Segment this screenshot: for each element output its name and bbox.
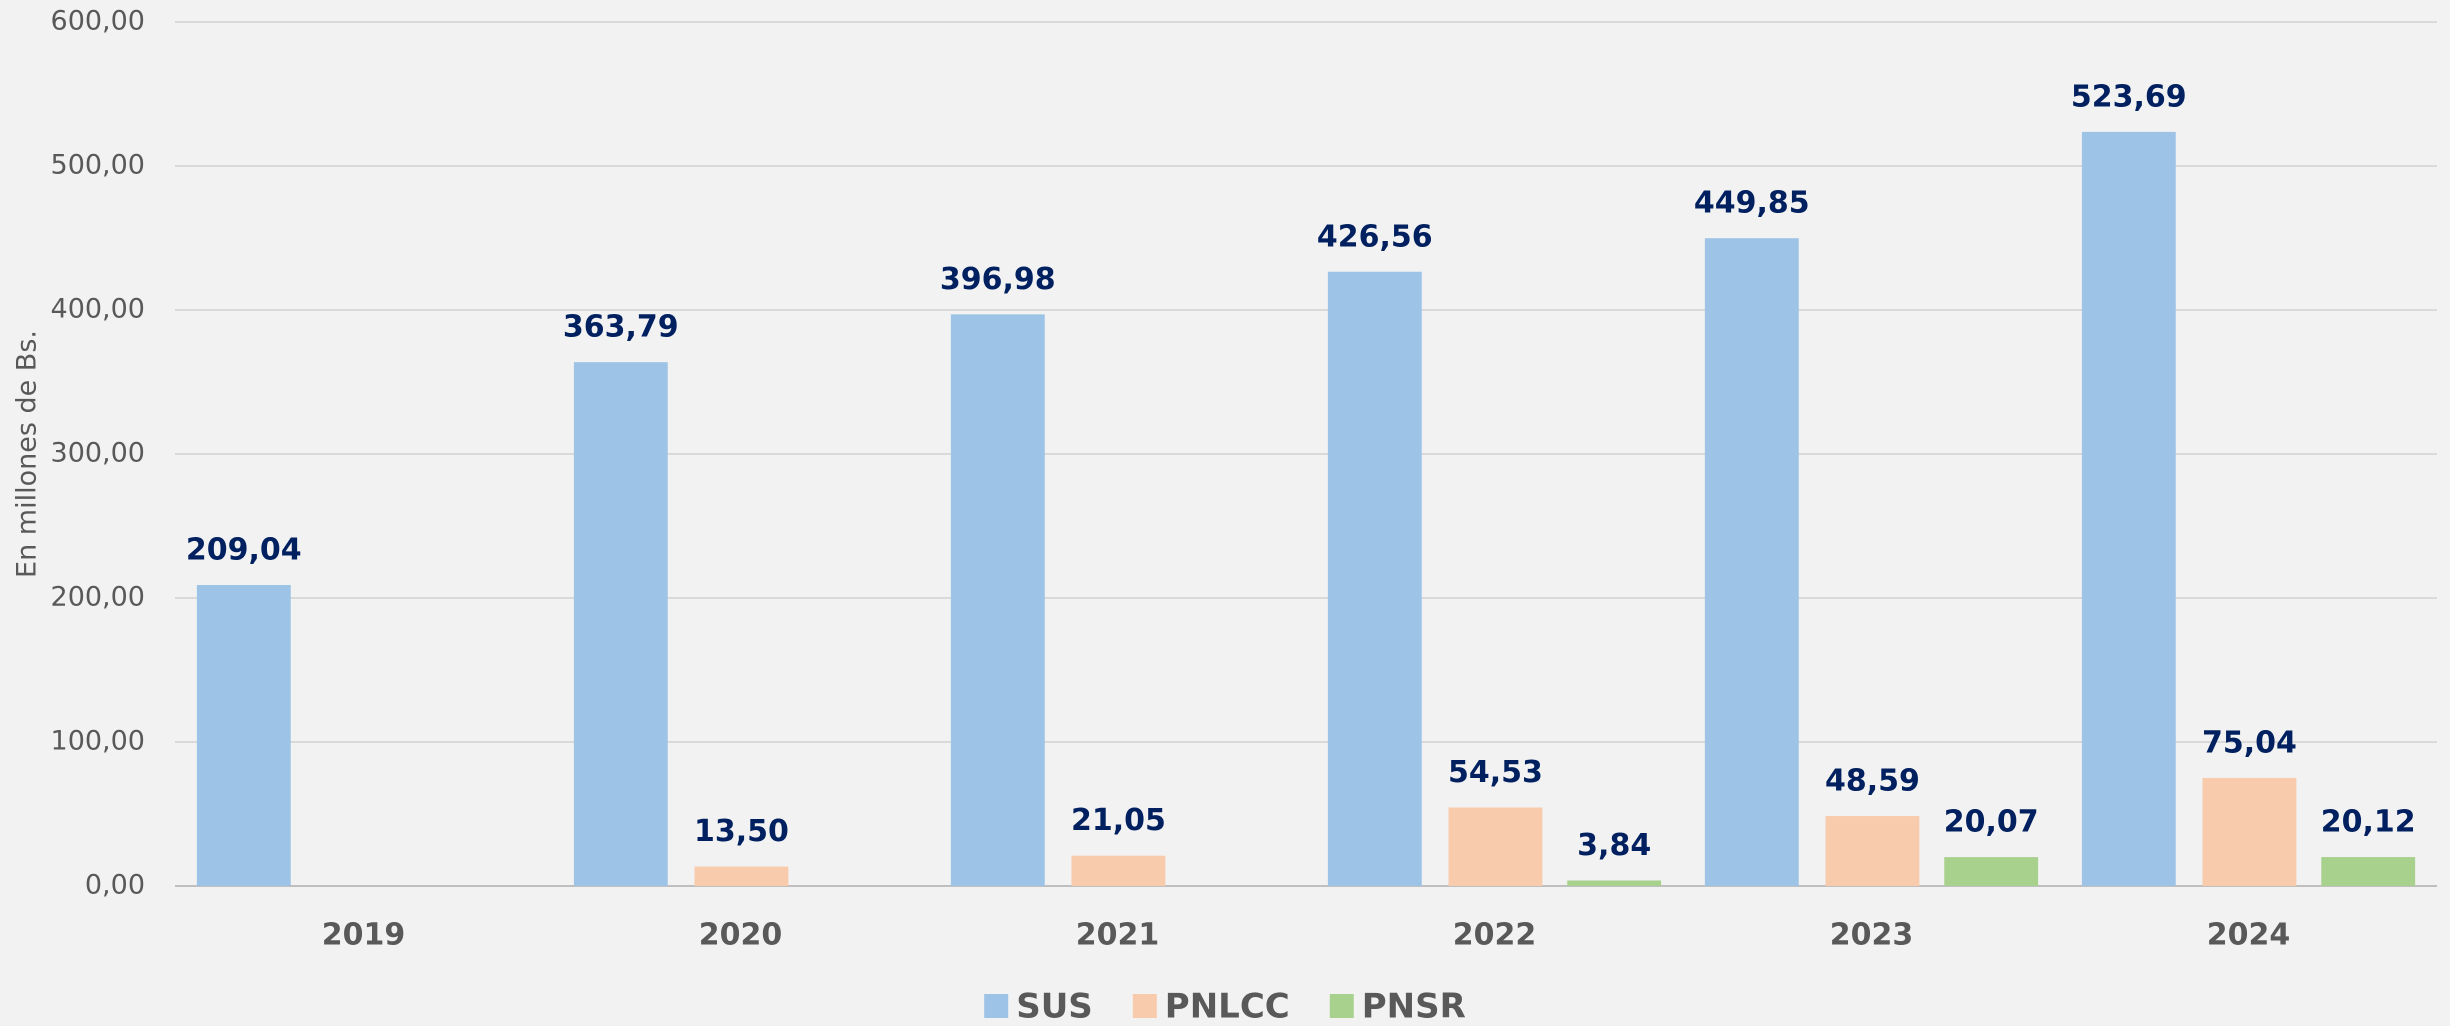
x-tick-label: 2024 [2207,918,2291,953]
y-tick-label: 0,00 [85,870,145,901]
legend-swatch [1132,994,1157,1018]
bar [1448,807,1543,886]
data-label: 48,59 [1825,764,1920,799]
y-tick-label: 600,00 [51,6,145,37]
data-label: 209,04 [186,532,302,567]
bar [2081,131,2176,886]
data-label: 20,07 [1944,805,2039,840]
data-label: 21,05 [1071,803,1166,838]
legend-label: SUS [1016,987,1093,1026]
bar [1704,238,1799,886]
y-tick-label: 100,00 [51,726,145,757]
bar [1944,857,2039,886]
data-label: 75,04 [2202,725,2297,760]
data-label: 54,53 [1448,755,1543,790]
bar [1327,271,1422,886]
x-tick-label: 2023 [1830,918,1914,953]
y-tick-label: 300,00 [51,438,145,469]
bar [1071,855,1166,886]
x-tick-label: 2022 [1453,918,1537,953]
data-label: 363,79 [563,310,679,345]
bar [2321,857,2416,886]
data-label: 523,69 [2071,79,2187,114]
bar [1825,816,1920,886]
y-axis-label: En millones de Bs. [12,330,43,578]
y-tick-label: 500,00 [51,150,145,181]
data-label: 13,50 [694,814,789,849]
x-tick-label: 2021 [1076,918,1160,953]
data-label: 396,98 [940,262,1056,297]
bar [196,584,291,886]
legend-label: PNSR [1362,987,1466,1026]
data-label: 426,56 [1317,219,1433,254]
data-label: 449,85 [1694,186,1810,221]
bar [950,314,1045,887]
x-tick-label: 2020 [699,918,783,953]
bar [694,866,789,886]
data-label: 20,12 [2321,805,2416,840]
legend-swatch [1329,994,1354,1018]
bar [573,362,668,886]
legend-label: PNLCC [1165,987,1290,1026]
y-tick-label: 200,00 [51,582,145,613]
y-tick-label: 400,00 [51,294,145,325]
bar [1567,880,1662,886]
legend-swatch [984,994,1009,1018]
data-label: 3,84 [1577,828,1651,863]
bar [2202,777,2297,886]
x-tick-label: 2019 [322,918,406,953]
